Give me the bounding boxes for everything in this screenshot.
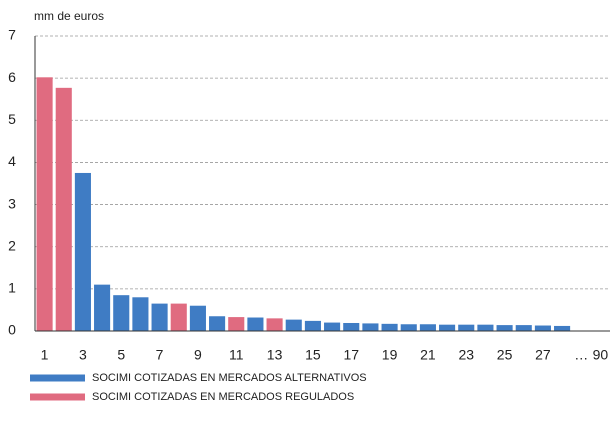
- legend-swatch: [30, 374, 85, 382]
- x-tick-label: 17: [343, 347, 359, 363]
- bar: [496, 325, 513, 331]
- bar: [189, 305, 206, 331]
- y-tick-label: 3: [8, 195, 16, 211]
- bar: [209, 316, 226, 331]
- x-tick-label: 7: [156, 347, 164, 363]
- bar: [477, 324, 494, 331]
- y-tick-label: 1: [8, 280, 16, 296]
- x-tick-label: 5: [117, 347, 125, 363]
- y-axis-label: mm de euros: [34, 9, 104, 23]
- bar: [132, 297, 149, 331]
- x-tick-label: 23: [458, 347, 474, 363]
- bar: [343, 322, 360, 331]
- bar: [247, 317, 264, 331]
- bar: [304, 320, 321, 331]
- x-tick-label: 27: [535, 347, 551, 363]
- x-tick-label: 11: [229, 347, 244, 363]
- bar: [439, 324, 456, 331]
- x-tick-label: 13: [267, 347, 283, 363]
- y-tick-label: 2: [8, 237, 16, 253]
- bar: [74, 172, 91, 331]
- bar: [362, 323, 379, 331]
- bar: [381, 323, 398, 331]
- bar: [113, 295, 130, 331]
- bar: [554, 325, 571, 331]
- bar: [515, 325, 532, 331]
- x-tick-label: 1: [41, 347, 49, 363]
- x-tick-label: 3: [79, 347, 87, 363]
- bar: [419, 324, 436, 331]
- x-tick-label: 25: [497, 347, 513, 363]
- y-tick-label: 0: [8, 322, 16, 338]
- legend-swatch: [30, 393, 85, 401]
- y-tick-label: 6: [8, 69, 16, 85]
- bar: [285, 319, 302, 331]
- bar: [170, 303, 187, 331]
- bar: [534, 325, 551, 331]
- bar: [55, 87, 72, 331]
- bar: [94, 284, 111, 331]
- x-tick-label: 21: [420, 347, 436, 363]
- bar: [151, 303, 168, 331]
- bar: [324, 322, 341, 331]
- bar: [458, 324, 475, 331]
- bar: [266, 318, 283, 331]
- x-tick-label: …: [574, 347, 588, 363]
- x-tick-label: 19: [382, 347, 398, 363]
- y-tick-label: 5: [8, 111, 16, 127]
- x-tick-label: 90: [593, 347, 609, 363]
- legend-label: SOCIMI COTIZADAS EN MERCADOS ALTERNATIVO…: [92, 372, 367, 384]
- legend-label: SOCIMI COTIZADAS EN MERCADOS REGULADOS: [92, 391, 354, 403]
- y-tick-label: 4: [8, 153, 16, 169]
- x-tick-label: 9: [194, 347, 202, 363]
- bar: [400, 324, 417, 331]
- y-tick-label: 7: [8, 27, 16, 43]
- bar: [228, 317, 245, 331]
- bar: [36, 77, 53, 331]
- x-tick-label: 15: [305, 347, 321, 363]
